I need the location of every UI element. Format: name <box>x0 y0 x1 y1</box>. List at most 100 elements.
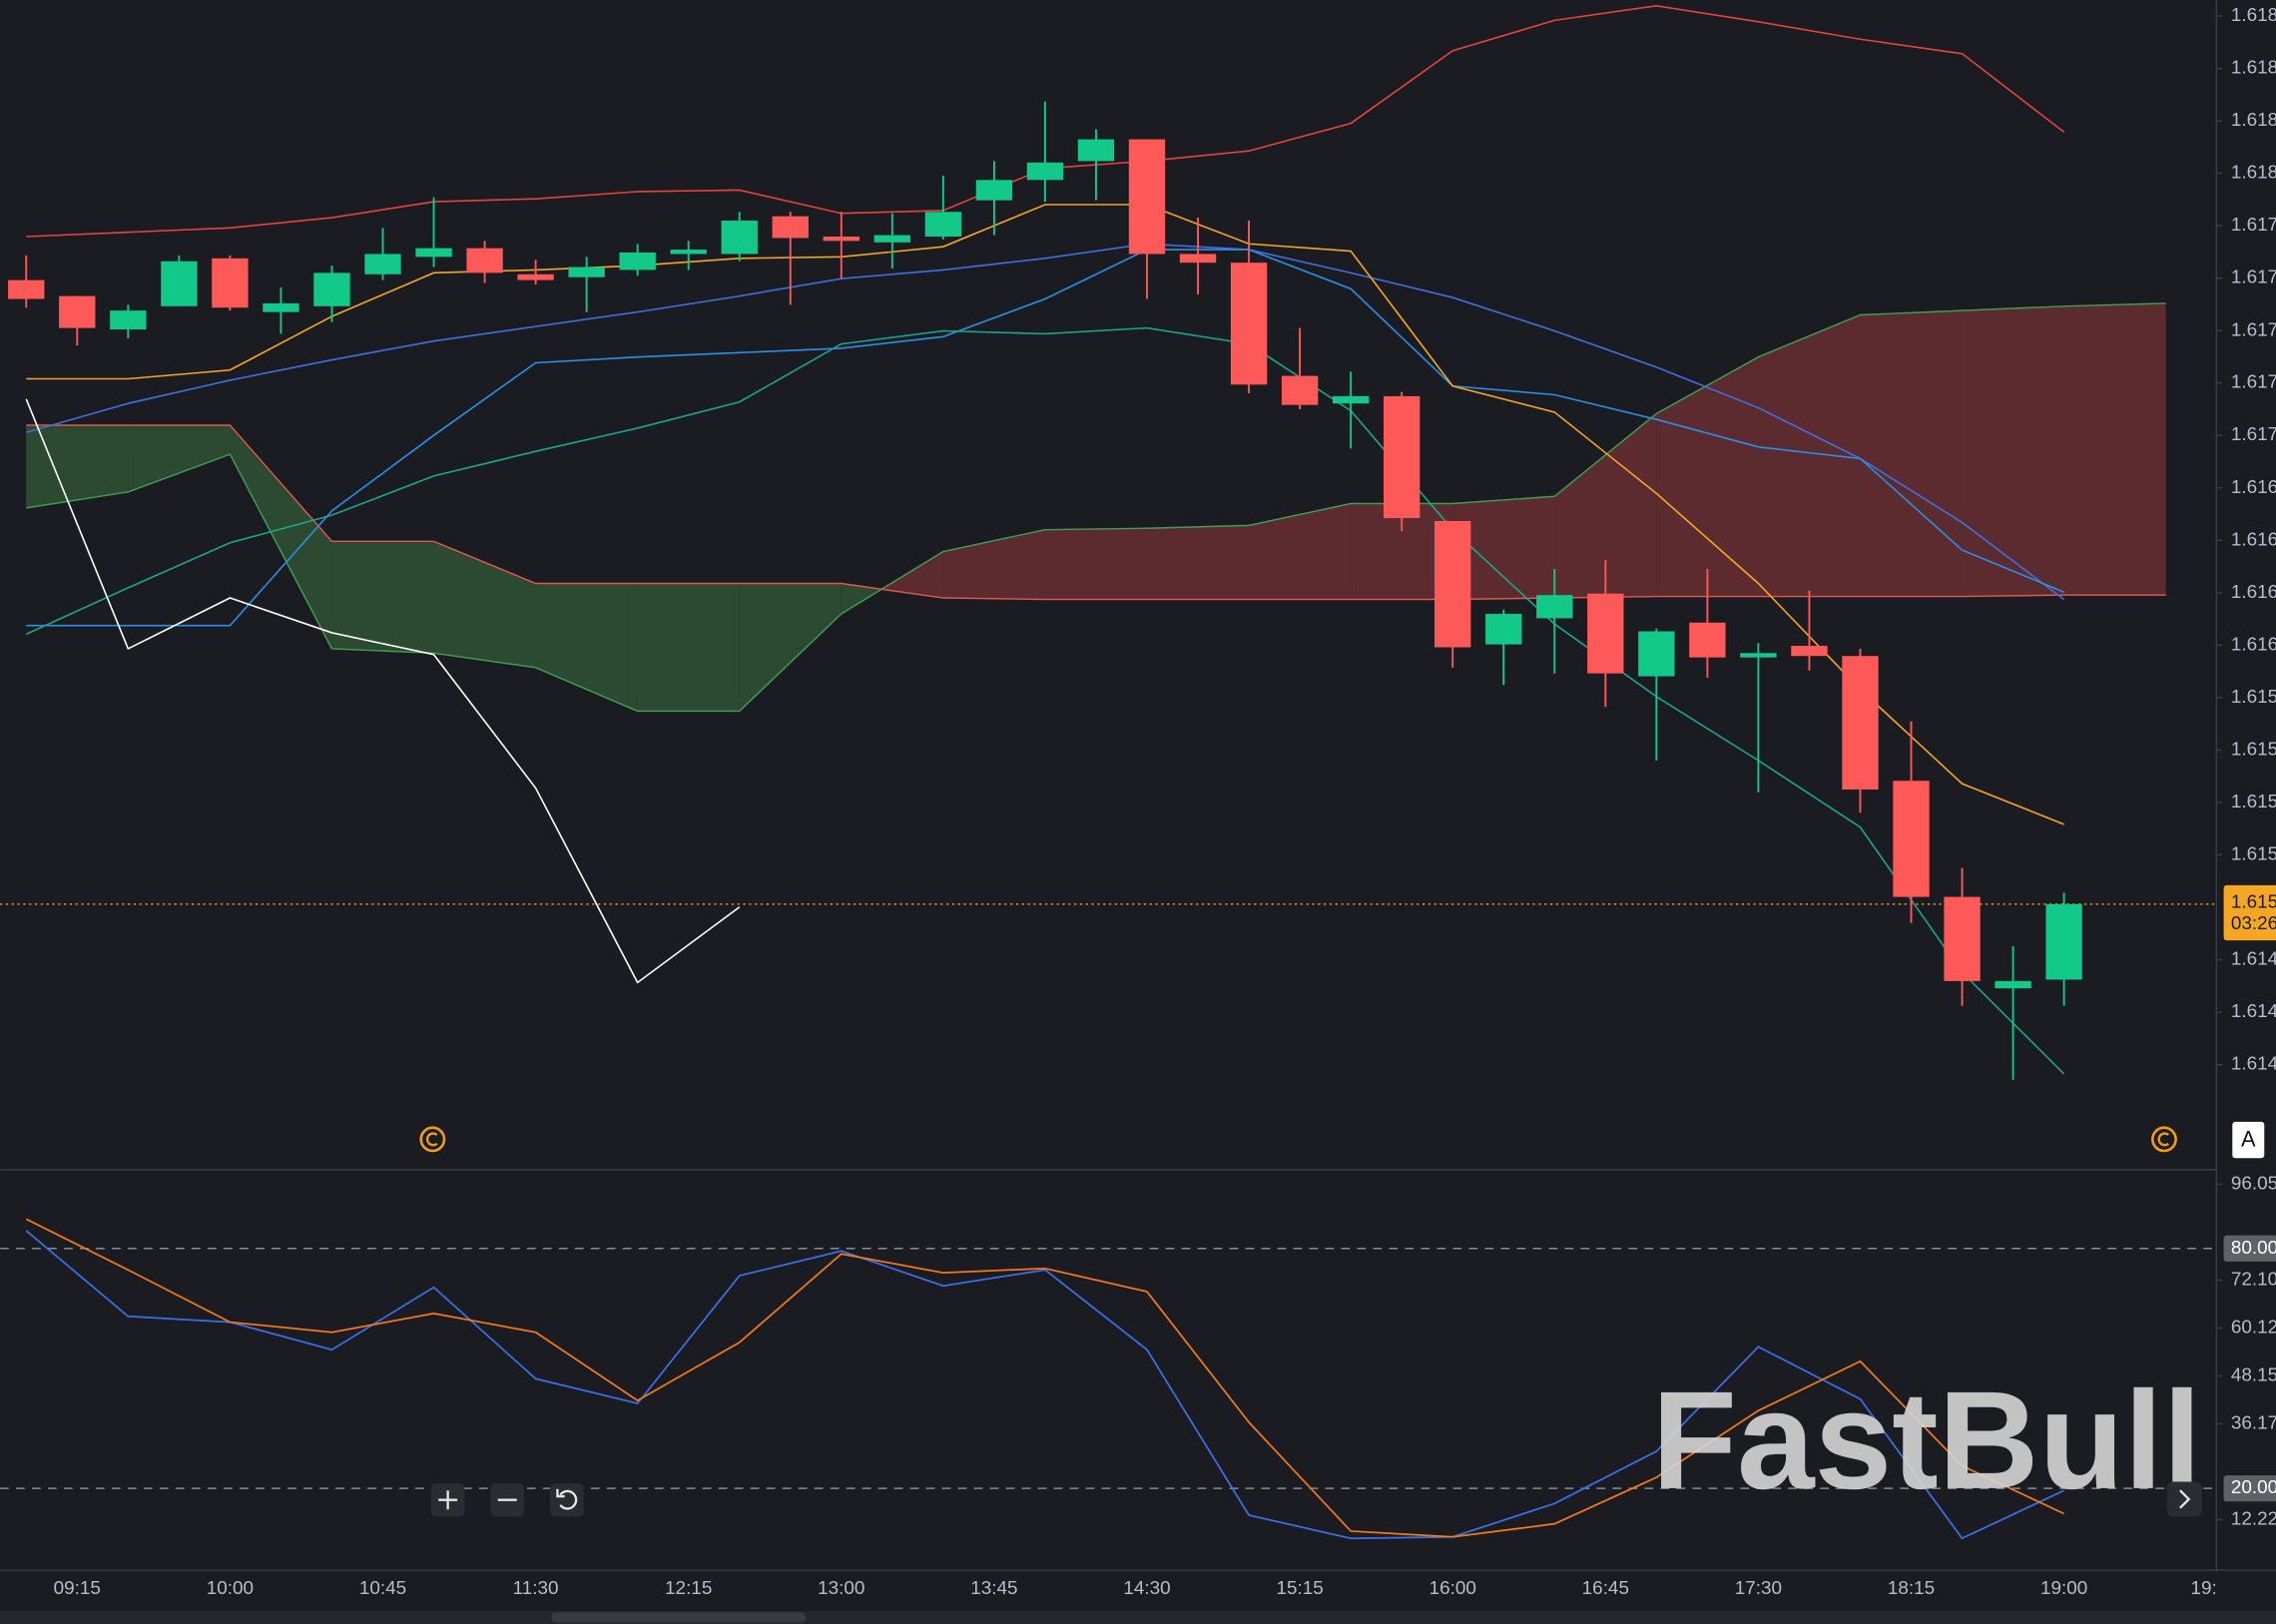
candle-body <box>1994 980 2031 989</box>
x-tick-label: 19: <box>2190 1578 2216 1599</box>
watermark: FastBull <box>1652 1362 2202 1518</box>
cloud-fill <box>942 529 1045 600</box>
event-icon[interactable] <box>419 1126 446 1153</box>
cloud-fill <box>1452 496 1555 600</box>
y-tick-label: 1.618 <box>2231 110 2276 131</box>
event-glyph <box>2157 1132 2170 1147</box>
y-tick-label: 1.615 <box>2231 792 2276 812</box>
candle-body <box>1384 395 1421 519</box>
cloud-fill <box>1351 503 1453 600</box>
oscillator-line <box>25 1218 2065 1538</box>
scroll-right-button[interactable] <box>2166 1481 2202 1517</box>
y-tick-label: 1.618 <box>2231 5 2276 26</box>
candle-body <box>1077 139 1115 162</box>
candle-body <box>517 273 554 280</box>
level-box <box>2223 1475 2276 1502</box>
candle-body <box>1842 656 1879 790</box>
indicator-line <box>25 326 2065 1075</box>
countdown-label: 03:26 <box>2231 913 2276 934</box>
zoom-out-button[interactable] <box>490 1482 524 1517</box>
candle-body <box>568 267 605 277</box>
event-icon[interactable] <box>2151 1126 2177 1153</box>
indicator-line <box>26 204 2064 825</box>
chevron-icon <box>2179 1489 2191 1509</box>
indicator-line <box>26 243 2065 601</box>
cloud-fill <box>433 541 536 668</box>
event-circle <box>419 1126 446 1153</box>
candle-body <box>1791 646 1828 657</box>
oscillator-layer <box>0 1218 2217 1540</box>
cloud-fill <box>1147 525 1250 600</box>
axis-layer: 1.618 1.618 1.618 1.618 1.617 1.617 1.617 1.617… <box>0 0 2276 1572</box>
reset-button[interactable] <box>550 1482 584 1517</box>
level-box <box>2223 1235 2276 1262</box>
cloud-fill <box>841 583 882 615</box>
candle-body <box>466 248 503 273</box>
y-tick-label: 1.618 <box>2231 163 2276 184</box>
x-tick-label: 09:15 <box>54 1578 101 1599</box>
reset-icon <box>559 1489 578 1510</box>
x-tick-label: 12:15 <box>665 1578 712 1599</box>
x-tick-label: 15:15 <box>1276 1578 1323 1599</box>
candle-body <box>1893 781 1930 897</box>
y-tick-label: 1.615 <box>2231 739 2276 760</box>
candle-body <box>1944 896 1981 981</box>
level-label: 80.00 <box>2231 1238 2276 1259</box>
oscillator-line <box>25 1230 2065 1540</box>
candle-body <box>1587 593 1624 674</box>
candle-body <box>1434 520 1471 648</box>
scrollbar-thumb[interactable] <box>551 1612 807 1623</box>
y-tick-label: 1.617 <box>2231 424 2276 445</box>
cloud-fill <box>2063 302 2166 596</box>
button-bg <box>550 1482 584 1517</box>
y-tick-label: 72.10 <box>2231 1269 2276 1290</box>
candle-body <box>1485 614 1522 645</box>
y-tick-label: 1.617 <box>2231 319 2276 340</box>
candle-body <box>415 248 452 258</box>
y-tick-label: 1.617 <box>2231 372 2276 393</box>
candle-body <box>2045 903 2082 980</box>
y-tick-label: 48.15 <box>2231 1364 2276 1385</box>
cloud-fill <box>1860 310 1963 597</box>
candle-body <box>59 295 96 328</box>
y-tick-label: 60.12 <box>2231 1317 2276 1338</box>
cloud-line <box>26 302 2166 713</box>
candle-body <box>263 302 299 312</box>
candle-body <box>1638 631 1675 677</box>
button-bg <box>2232 1121 2265 1159</box>
x-tick-label: 14:30 <box>1123 1578 1170 1599</box>
x-tick-label: 16:00 <box>1429 1578 1476 1599</box>
x-tick-label: 18:15 <box>1888 1578 1935 1599</box>
y-tick-label: 1.617 <box>2231 268 2276 288</box>
zoom-in-button[interactable] <box>430 1482 465 1517</box>
cloud-fill <box>637 583 740 712</box>
candle-body <box>924 212 962 237</box>
x-tick-label: 19:00 <box>2040 1578 2087 1599</box>
cloud-fill <box>26 425 129 508</box>
y-tick-label: 36.17 <box>2231 1412 2276 1433</box>
y-tick-label: 1.616 <box>2231 529 2276 550</box>
time-axis: 09:15 10:00 10:45 11:30 12:15 13:00 13:45 14:30… <box>54 1578 2217 1599</box>
candle-body <box>721 221 758 255</box>
cloud-fill <box>1758 314 1861 597</box>
y-tick-label: 1.616 <box>2231 634 2276 655</box>
auto-scale-button[interactable]: A <box>2232 1121 2265 1159</box>
candle-body <box>161 261 198 306</box>
y-tick-label: 96.05 <box>2231 1173 2276 1194</box>
cloud-fill <box>1656 356 1759 597</box>
x-tick-label: 16:45 <box>1582 1578 1629 1599</box>
cloud-fill <box>535 583 638 712</box>
y-tick-label: 1.617 <box>2231 215 2276 236</box>
candle-body <box>873 235 911 243</box>
last-price-box <box>2223 884 2276 941</box>
candle-body <box>212 258 249 308</box>
candle-layer <box>8 101 2082 1080</box>
cloud-fill <box>1962 305 2064 597</box>
candle-body <box>1332 395 1370 404</box>
indicator-line <box>26 249 2064 627</box>
y-tick-label: 1.615 <box>2231 843 2276 864</box>
candle-body <box>1536 595 1573 619</box>
x-tick-label: 11:30 <box>513 1578 559 1599</box>
